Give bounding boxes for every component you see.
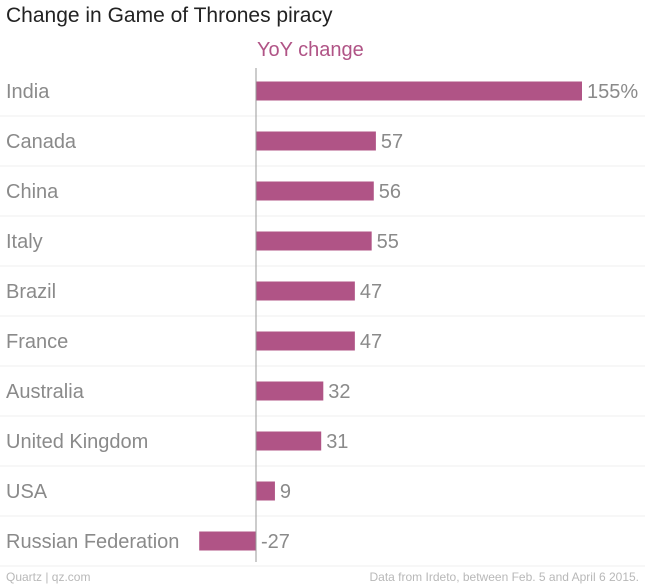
series-label: YoY change <box>257 39 364 61</box>
category-label-usa: USA <box>6 481 48 503</box>
category-label-canada: Canada <box>6 131 77 153</box>
bar-italy <box>256 231 372 251</box>
bar-russian-federation <box>199 531 256 551</box>
value-label-india: 155% <box>587 81 638 103</box>
category-label-italy: Italy <box>6 231 43 253</box>
chart-title: Change in Game of Thrones piracy <box>6 4 333 27</box>
bar-canada <box>256 131 376 151</box>
bar-china <box>256 181 374 201</box>
value-label-usa: 9 <box>280 481 291 503</box>
value-label-china: 56 <box>379 181 401 203</box>
bar-usa <box>256 481 275 501</box>
category-label-china: China <box>6 181 59 203</box>
bar-australia <box>256 381 324 401</box>
category-label-brazil: Brazil <box>6 281 56 303</box>
value-label-australia: 32 <box>328 381 350 403</box>
bars <box>199 81 582 551</box>
category-label-france: France <box>6 331 68 353</box>
bar-brazil <box>256 281 355 301</box>
category-label-india: India <box>6 81 50 103</box>
value-label-canada: 57 <box>381 131 403 153</box>
category-label-australia: Australia <box>6 381 85 403</box>
value-label-united-kingdom: 31 <box>326 431 348 453</box>
value-label-italy: 55 <box>377 231 399 253</box>
gridlines <box>0 115 645 567</box>
source-credit: Quartz | qz.com <box>6 570 90 584</box>
bar-united-kingdom <box>256 431 322 451</box>
category-label-russian-federation: Russian Federation <box>6 531 179 553</box>
bar-france <box>256 331 355 351</box>
bar-india <box>256 81 582 101</box>
value-label-brazil: 47 <box>360 281 382 303</box>
value-label-russian-federation: -27 <box>261 531 290 553</box>
value-label-france: 47 <box>360 331 382 353</box>
category-label-united-kingdom: United Kingdom <box>6 431 148 453</box>
data-source-note: Data from Irdeto, between Feb. 5 and Apr… <box>370 570 640 584</box>
labels: India 155% Canada 57 China 56 Italy 55 Brazil 47 F… <box>6 81 638 553</box>
